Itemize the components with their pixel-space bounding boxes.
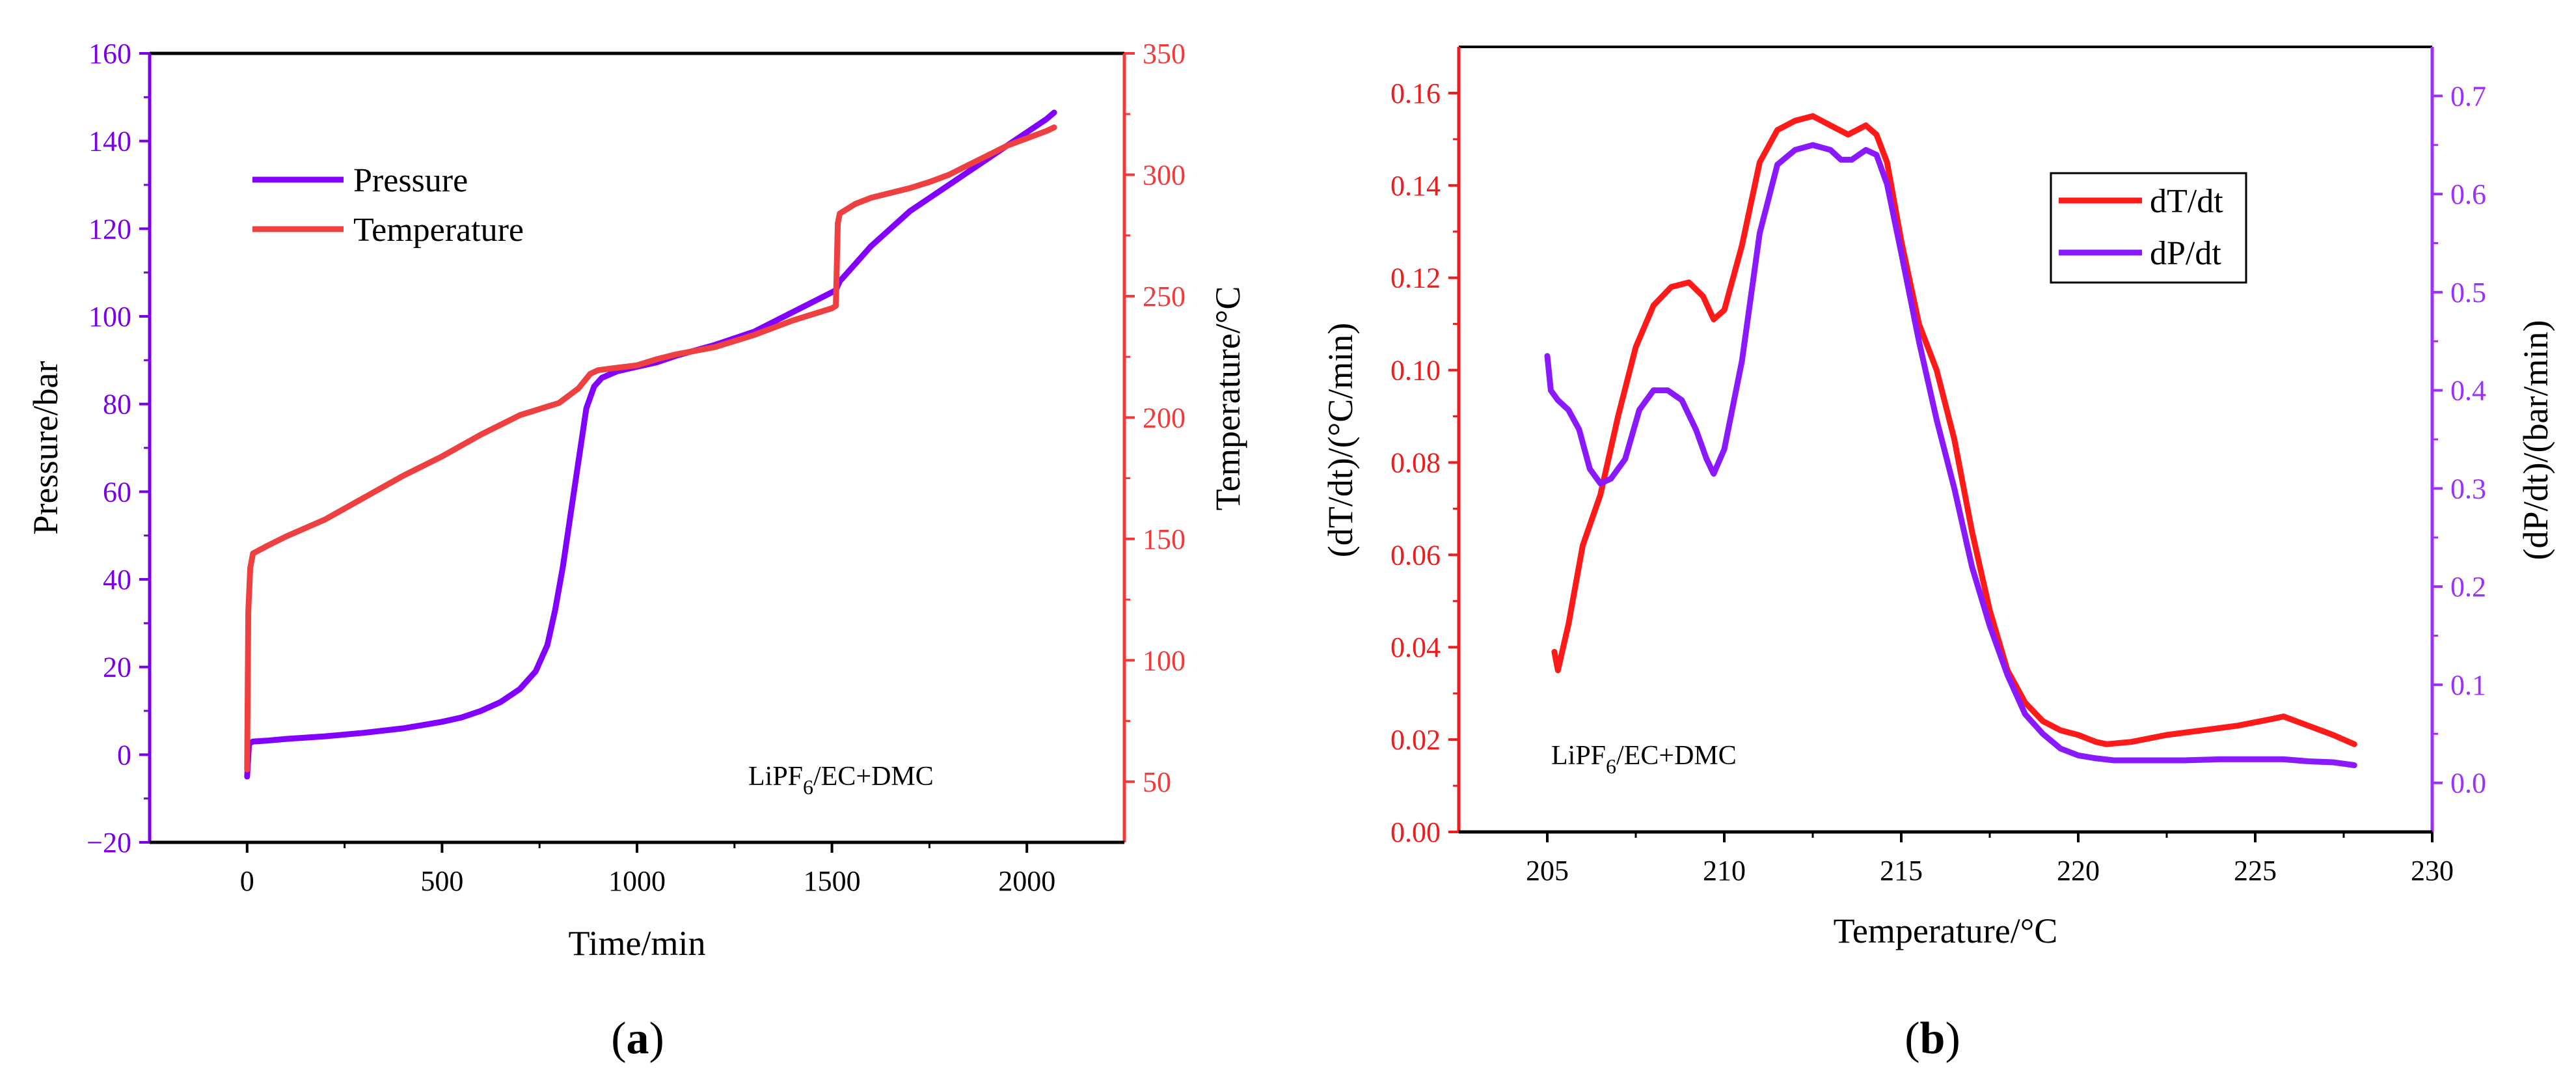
- panel-a-y-left-axis-title: Pressure/bar: [26, 361, 65, 535]
- panel-a-label-open: (: [611, 1014, 626, 1064]
- y-right-tick-label: 350: [1143, 38, 1186, 70]
- panel-a-label-close: ): [649, 1014, 664, 1064]
- x-tick-label: 220: [2057, 855, 2100, 887]
- y-right-tick-label: 250: [1143, 281, 1186, 312]
- annotation-rest: /EC+DMC: [1616, 741, 1737, 771]
- y-right-tick-label: 0.5: [2450, 277, 2486, 309]
- panel-a-y-right-axis-title: Temperature/°C: [1208, 286, 1247, 511]
- x-tick-label: 500: [420, 865, 463, 897]
- panel-a-label-letter: a: [627, 1014, 649, 1064]
- y-left-tick-label: 100: [88, 301, 131, 333]
- panel-b-series: [1544, 113, 2357, 768]
- y-left-tick-label: 0.00: [1390, 816, 1441, 848]
- y-right-tick-label: 50: [1143, 766, 1171, 798]
- y-right-tick-label: 0.4: [2450, 375, 2486, 407]
- panel-a-ticks: 0 500 1000 1500 2000 −20 0 20 40 60 80 100 120 140 160…: [87, 38, 1186, 897]
- y-left-tick-label: 0.12: [1390, 262, 1441, 294]
- y-right-tick-label: 300: [1143, 159, 1186, 191]
- y-right-tick-label: 200: [1143, 402, 1186, 434]
- panel-b-ticks: 205 210 215 220 225 2300.000.020.040.060.080.…: [1390, 77, 2486, 887]
- legend-box: [2050, 172, 2247, 284]
- series-line-dp-dt: [1544, 142, 2357, 768]
- panel-b-label-close: ): [1945, 1014, 1960, 1064]
- x-tick-label: 215: [1880, 855, 1923, 887]
- y-left-tick-label: 140: [88, 126, 131, 158]
- y-right-tick-label: 100: [1143, 644, 1186, 676]
- y-left-tick-label: 40: [103, 564, 131, 596]
- legend-label-temperature: Temperature: [353, 212, 524, 249]
- y-left-tick-label: −20: [87, 827, 131, 859]
- x-tick-label: 0: [240, 865, 254, 897]
- y-left-tick-label: 0.10: [1390, 355, 1441, 387]
- panel-b-y-left-axis-title: (dT/dt)/(°C/min): [1321, 323, 1360, 558]
- panel-b-legend: dT/dt dP/dt: [2050, 172, 2247, 284]
- panel-a-label: (a): [611, 1014, 664, 1064]
- annotation-rest: /EC+DMC: [813, 762, 934, 792]
- y-right-tick-label: 0.0: [2450, 767, 2486, 799]
- x-tick-label: 230: [2411, 855, 2454, 887]
- y-right-tick-label: 150: [1143, 523, 1186, 555]
- y-left-tick-label: 80: [103, 389, 131, 421]
- legend-label-dPdt: dP/dt: [2150, 235, 2221, 272]
- annotation-subscript: 6: [803, 775, 813, 799]
- y-left-tick-label: 60: [103, 476, 131, 508]
- panel-b-y-right-axis-title: (dP/dt)/(bar/min): [2516, 320, 2555, 560]
- series-line-dt-dt: [1551, 113, 2357, 747]
- x-tick-label: 1000: [608, 865, 666, 897]
- panel-b-label: (b): [1905, 1014, 1960, 1064]
- y-right-tick-label: 0.1: [2450, 669, 2486, 701]
- series-line-temperature: [244, 124, 1057, 773]
- annotation-base: LiPF: [1551, 741, 1606, 771]
- y-right-tick-label: 0.7: [2450, 80, 2486, 112]
- x-tick-label: 225: [2234, 855, 2277, 887]
- annotation-subscript: 6: [1606, 754, 1616, 778]
- y-left-tick-label: 0: [117, 739, 131, 771]
- y-left-tick-label: 120: [88, 213, 131, 245]
- y-left-tick-label: 0.02: [1390, 724, 1441, 756]
- y-right-tick-label: 0.3: [2450, 473, 2486, 504]
- legend-label-dTdt: dT/dt: [2150, 183, 2223, 220]
- legend-label-pressure: Pressure: [353, 162, 468, 199]
- y-left-tick-label: 20: [103, 652, 131, 684]
- x-tick-label: 1500: [804, 865, 861, 897]
- x-tick-label: 2000: [998, 865, 1055, 897]
- y-left-tick-label: 0.04: [1390, 631, 1441, 663]
- x-tick-label: 210: [1703, 855, 1746, 887]
- y-right-tick-label: 0.6: [2450, 178, 2486, 210]
- panel-a-chart: 0 500 1000 1500 2000 −20 0 20 40 60 80 100 120 140 160…: [26, 38, 1247, 1064]
- y-left-tick-label: 0.06: [1390, 539, 1441, 571]
- y-right-tick-label: 0.2: [2450, 571, 2486, 603]
- panel-b-chart: 205 210 215 220 225 2300.000.020.040.060.080.…: [1321, 46, 2555, 1064]
- x-tick-label: 205: [1526, 855, 1569, 887]
- panel-a-electrolyte-annotation: LiPF6/EC+DMC: [748, 762, 934, 799]
- panel-b-x-axis-title: Temperature/°C: [1834, 911, 2058, 950]
- y-left-tick-label: 160: [88, 38, 131, 70]
- panel-b-label-letter: b: [1920, 1014, 1946, 1064]
- annotation-base: LiPF: [748, 762, 803, 792]
- series-line-pressure: [244, 109, 1057, 780]
- panel-b-electrolyte-annotation: LiPF6/EC+DMC: [1551, 741, 1737, 778]
- y-left-tick-label: 0.16: [1390, 77, 1441, 109]
- panel-a-x-axis-title: Time/min: [568, 924, 705, 963]
- y-left-tick-label: 0.08: [1390, 447, 1441, 478]
- panel-b-label-open: (: [1905, 1014, 1919, 1064]
- panel-a-legend: Pressure Temperature: [252, 162, 524, 249]
- y-left-tick-label: 0.14: [1390, 170, 1441, 202]
- panel-a-series: [244, 109, 1057, 780]
